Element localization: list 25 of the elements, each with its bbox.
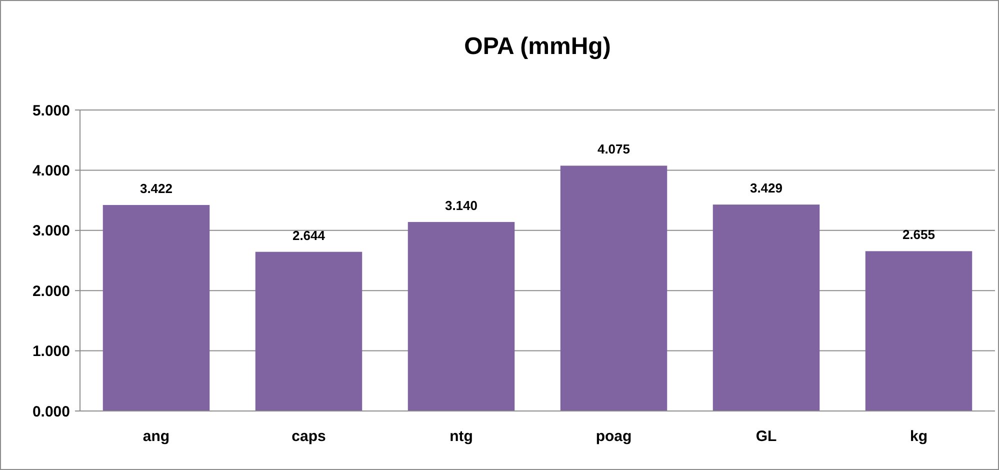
- x-tick-label: GL: [756, 428, 777, 445]
- data-label: 4.075: [597, 142, 630, 157]
- bar: [560, 166, 668, 411]
- bar: [408, 222, 515, 411]
- data-label: 2.655: [902, 227, 936, 242]
- x-tick-label: ntg: [450, 428, 473, 445]
- y-tick-label: 3.000: [32, 222, 70, 240]
- data-label: 2.644: [292, 228, 326, 243]
- y-tick-label: 0.000: [32, 403, 70, 420]
- y-tick-label: 2.000: [32, 282, 70, 300]
- x-tick-label: caps: [292, 428, 326, 445]
- data-label: 3.429: [750, 180, 783, 196]
- chart-title: OPA (mmHg): [464, 33, 611, 60]
- data-label: 3.422: [140, 180, 173, 196]
- x-tick-label: poag: [596, 428, 632, 445]
- y-tick-label: 1.000: [32, 343, 70, 360]
- bar: [102, 204, 210, 411]
- x-tick-label: ang: [142, 428, 170, 445]
- bar: [712, 204, 820, 411]
- data-label: 3.140: [444, 198, 478, 213]
- y-tick-label: 5.000: [32, 102, 70, 120]
- bar: [255, 252, 362, 411]
- bar: [865, 251, 972, 411]
- y-tick-label: 4.000: [32, 162, 70, 180]
- x-tick-label: kg: [910, 428, 928, 445]
